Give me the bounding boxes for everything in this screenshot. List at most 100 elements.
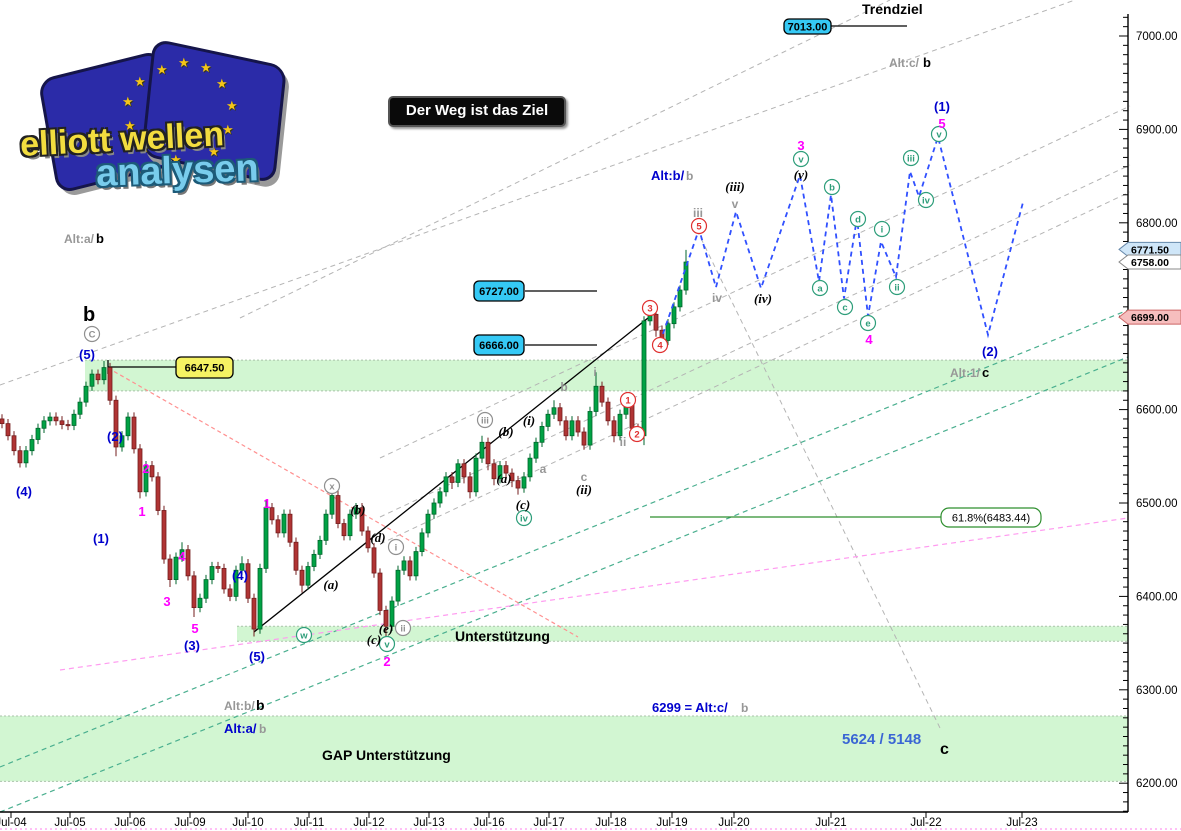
annotation-2: 2	[142, 461, 149, 476]
wave-circle-C	[83, 325, 101, 343]
x-tick-label: Jul-13	[413, 817, 444, 829]
candle	[29, 439, 35, 452]
candle	[359, 507, 365, 532]
candle	[461, 463, 467, 478]
annotation--4-: (4)	[16, 484, 32, 499]
wave-circle-label: i	[881, 225, 884, 236]
annotation-unterst-tzung: Unterstützung	[455, 628, 550, 644]
wave-circle-label: e	[865, 319, 870, 330]
candle	[413, 551, 419, 577]
candle	[545, 413, 551, 427]
channel-upper-2	[239, 0, 891, 319]
wave-circle-label: x	[329, 482, 335, 493]
annotation-1: 1	[263, 496, 270, 511]
axis-tag-label: 6699.00	[1131, 312, 1169, 324]
candles-layer	[0, 249, 689, 637]
candle	[593, 385, 599, 412]
candle	[59, 420, 65, 425]
annotation-ii: ii	[620, 435, 627, 449]
wave-circle-iv	[917, 191, 935, 209]
candle	[497, 465, 503, 480]
candle	[455, 463, 461, 483]
candle	[569, 420, 575, 437]
candle	[35, 427, 41, 440]
annotation-alt-1-: Alt:1/	[950, 366, 981, 380]
wave-circle-label: ii	[400, 624, 405, 635]
annotation-iv: iv	[712, 291, 722, 305]
x-tick-label: Jul-12	[353, 817, 384, 829]
annotation-4: 4	[178, 549, 186, 564]
x-tick-label: Jul-18	[595, 817, 626, 829]
annotation-c: c	[581, 470, 588, 484]
candle	[215, 566, 221, 569]
wave-circle-c	[836, 298, 854, 316]
annotation--a-: (a)	[496, 471, 511, 486]
wave-circle-label: c	[842, 303, 847, 314]
x-tick-label: Jul-05	[54, 817, 85, 829]
annotation-c: c	[982, 365, 989, 380]
candle	[539, 426, 545, 443]
candle	[371, 547, 377, 574]
wave-circle-label: v	[798, 155, 804, 166]
wave-circle-e	[859, 314, 877, 332]
annotation--iii-: (iii)	[725, 179, 745, 194]
candle	[401, 560, 407, 571]
wave-circle-i	[387, 538, 405, 556]
channel-upper-1	[0, 0, 1076, 386]
x-tick-label: Jul-17	[533, 817, 564, 829]
annotation--1-: (1)	[93, 531, 109, 546]
candle	[491, 463, 497, 480]
teal-support-1	[0, 309, 1129, 768]
candle	[557, 407, 563, 422]
pink-rising	[59, 517, 1129, 671]
annotation-b: b	[256, 697, 265, 713]
wave-circle-3	[641, 299, 659, 317]
annotation--5-: (5)	[79, 347, 95, 362]
candle	[23, 450, 29, 464]
resistance-zone	[85, 360, 1128, 391]
candle	[299, 569, 305, 586]
annotation--b-: (b)	[498, 424, 513, 439]
wave-circle-label: iv	[520, 514, 529, 525]
wave-circle-label: a	[817, 284, 823, 295]
annotation-1: 1	[138, 504, 145, 519]
candle	[509, 472, 515, 481]
annotation--5-: (5)	[249, 649, 265, 664]
candle	[221, 567, 227, 590]
annotation--4-: (4)	[232, 568, 248, 583]
candle	[677, 289, 683, 308]
candle	[83, 385, 89, 403]
candle	[287, 513, 293, 543]
wave-circle-1	[619, 391, 637, 409]
x-tick-label: Jul-22	[910, 817, 941, 829]
candle	[521, 476, 527, 489]
x-tick-label: Jul-20	[718, 817, 749, 829]
wave-circle-w	[295, 626, 313, 644]
candle	[353, 507, 359, 515]
y-tick-label: 7000.00	[1136, 31, 1178, 43]
annotation-alt-b-: Alt:b/	[224, 699, 255, 713]
candle	[587, 411, 593, 446]
wave-circle-label: 1	[625, 396, 631, 407]
wave-circle-label: v	[384, 640, 390, 651]
wave-circle-v	[930, 125, 948, 143]
candle	[425, 513, 431, 534]
annotation--1-: (1)	[934, 99, 950, 114]
y-tick-label: 6200.00	[1136, 778, 1178, 790]
candle	[191, 575, 197, 609]
wave-circle-label: 4	[657, 341, 663, 352]
candle	[131, 416, 137, 450]
candle	[89, 373, 95, 387]
wave-circle-label: 2	[634, 430, 639, 441]
candle	[11, 435, 17, 452]
annotation--c-: (c)	[516, 497, 530, 512]
wave-circle-iii	[476, 411, 494, 429]
projection-layer	[659, 133, 1024, 343]
x-tick-label: Jul-21	[815, 817, 846, 829]
wave-circle-label: iii	[907, 154, 915, 165]
annotation-v: v	[732, 197, 739, 211]
axis-tag-6699.00	[1118, 309, 1181, 325]
price-tag-label: 6727.00	[479, 286, 519, 298]
candle	[599, 385, 605, 403]
support-zone	[237, 626, 1128, 642]
